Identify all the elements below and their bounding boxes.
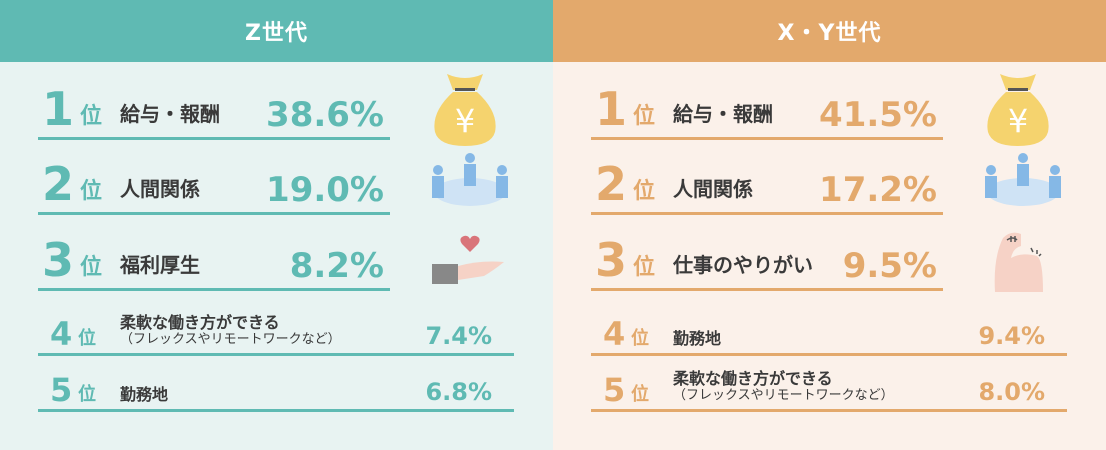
item-label-main: 人間関係 [673, 177, 753, 201]
rank-number: 1 [42, 82, 75, 136]
item-label-main: 給与・報酬 [673, 102, 773, 126]
row-divider [591, 288, 943, 291]
item-label: 仕事のやりがい [673, 253, 813, 277]
rank-number: 1 [595, 82, 628, 136]
percentage: 19.0% [266, 170, 384, 210]
rank-suffix: 位 [631, 384, 649, 405]
row-divider [38, 137, 390, 140]
rank-row-1: 1 位 給与・報酬 38.6% [38, 78, 390, 140]
rank-suffix: 位 [633, 104, 656, 129]
item-label-main: 人間関係 [120, 177, 200, 201]
rank-number: 3 [595, 233, 628, 287]
rank-row-2: 2 位 人間関係 19.0% [38, 153, 390, 215]
row-divider [591, 409, 1067, 412]
people-icon [983, 152, 1063, 216]
svg-text:¥: ¥ [1008, 102, 1028, 140]
item-label: 福利厚生 [120, 253, 200, 277]
row-divider [591, 137, 943, 140]
hand-heart-icon [430, 230, 510, 294]
item-label: 人間関係 [673, 177, 753, 201]
item-label: 勤務地 [673, 329, 721, 348]
rank-suffix: 位 [633, 255, 656, 280]
percentage: 8.2% [289, 246, 384, 286]
rank-row-3: 3 位 仕事のやりがい 9.5% [591, 228, 943, 291]
people-icon [430, 152, 510, 216]
item-label-main: 勤務地 [673, 328, 722, 348]
row-divider [38, 288, 390, 291]
rank-row-2: 2 位 人間関係 17.2% [591, 153, 943, 215]
item-label-main: 柔軟な働き方ができる [120, 313, 280, 333]
money-bag-icon: ¥ [978, 68, 1058, 152]
row-divider [38, 409, 514, 412]
item-label-sub: （フレックスやリモートワークなど） [673, 388, 894, 404]
money-bag-icon: ¥ [425, 68, 505, 152]
item-label-sub: （フレックスやリモートワークなど） [120, 332, 341, 348]
item-label: 給与・報酬 [120, 102, 220, 126]
item-label-main: 仕事のやりがい [673, 253, 813, 277]
rank-suffix: 位 [80, 179, 103, 204]
percentage: 8.0% [978, 378, 1045, 406]
rank-number: 4 [603, 315, 626, 353]
percentage: 38.6% [266, 95, 384, 135]
percentage: 41.5% [819, 95, 937, 135]
rank-row-5: 5 位 勤務地 6.8% [38, 352, 514, 412]
rank-row-4: 4 位 勤務地 9.4% [591, 295, 1067, 356]
rank-row-3: 3 位 福利厚生 8.2% [38, 228, 390, 291]
rank-suffix: 位 [80, 255, 103, 280]
rank-suffix: 位 [80, 104, 103, 129]
panel-title: Z世代 [0, 0, 553, 62]
percentage: 9.4% [978, 322, 1045, 350]
item-label-main: 福利厚生 [120, 253, 200, 277]
rank-number: 5 [50, 371, 73, 409]
item-label-main: 柔軟な働き方ができる [673, 369, 833, 389]
row-divider [591, 353, 1067, 356]
row-divider [591, 212, 943, 215]
item-label-main: 給与・報酬 [120, 102, 220, 126]
rank-row-5: 5 位 柔軟な働き方ができる （フレックスやリモートワークなど） 8.0% [591, 352, 1067, 412]
rank-number: 3 [42, 233, 75, 287]
rank-suffix: 位 [631, 328, 649, 349]
z-generation-panel: Z世代 1 位 給与・報酬 38.6% ¥2 位 人間関係 19.0% 3 位 … [0, 0, 553, 450]
rank-suffix: 位 [633, 179, 656, 204]
rank-row-4: 4 位 柔軟な働き方ができる （フレックスやリモートワークなど） 7.4% [38, 295, 514, 356]
item-label: 柔軟な働き方ができる （フレックスやリモートワークなど） [120, 313, 341, 348]
percentage: 6.8% [425, 378, 492, 406]
rank-number: 5 [603, 371, 626, 409]
rank-number: 4 [50, 315, 73, 353]
item-label: 勤務地 [120, 385, 168, 404]
flexed-arm-icon [991, 228, 1051, 302]
percentage: 7.4% [425, 322, 492, 350]
svg-text:¥: ¥ [455, 102, 475, 140]
xy-generation-panel: X・Y世代 1 位 給与・報酬 41.5% ¥2 位 人間関係 17.2% 3 … [553, 0, 1106, 450]
rank-suffix: 位 [78, 328, 96, 349]
percentage: 9.5% [842, 246, 937, 286]
rank-number: 2 [42, 157, 75, 211]
rank-suffix: 位 [78, 384, 96, 405]
row-divider [38, 212, 390, 215]
row-divider [38, 353, 514, 356]
percentage: 17.2% [819, 170, 937, 210]
rank-row-1: 1 位 給与・報酬 41.5% [591, 78, 943, 140]
item-label-main: 勤務地 [120, 384, 169, 404]
item-label: 柔軟な働き方ができる （フレックスやリモートワークなど） [673, 369, 894, 404]
rank-number: 2 [595, 157, 628, 211]
item-label: 人間関係 [120, 177, 200, 201]
item-label: 給与・報酬 [673, 102, 773, 126]
panel-title: X・Y世代 [553, 0, 1106, 62]
